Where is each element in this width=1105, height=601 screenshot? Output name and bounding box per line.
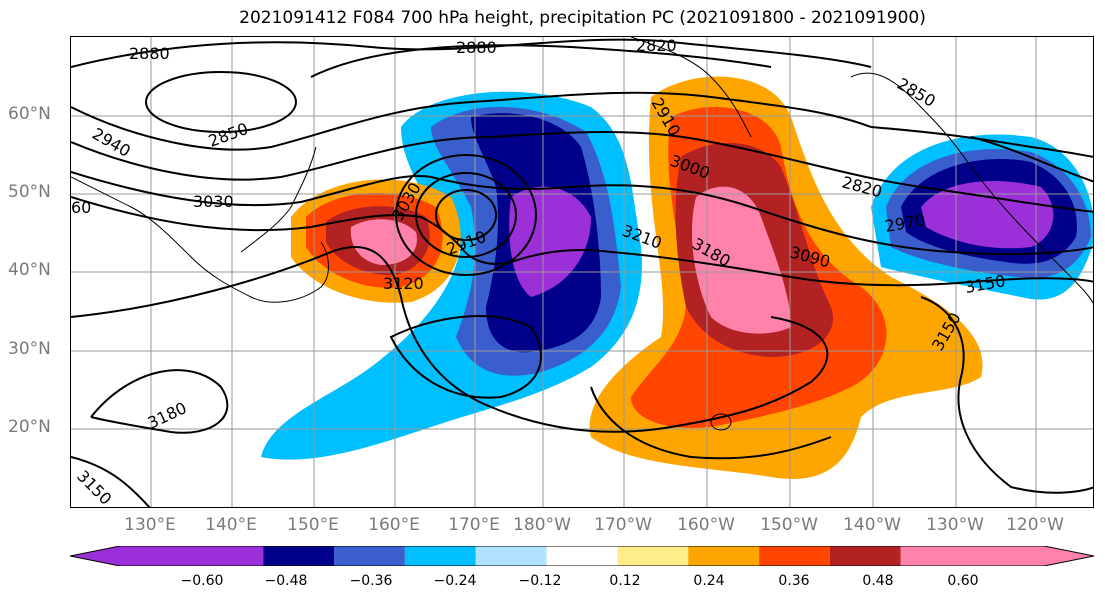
map-svg: 2880 2880 2820 2940 2850 3030 60 3030 29… [71, 37, 1093, 507]
contour-line [71, 131, 1093, 213]
coastlines [71, 37, 1093, 431]
colorbar-segment [617, 546, 689, 566]
contour-line [71, 91, 1093, 158]
longitude-label: 120°W [1006, 515, 1064, 535]
latitude-label: 40°N [8, 260, 51, 280]
coastline-japan [240, 146, 317, 253]
colorbar-tick: −0.60 [180, 573, 224, 589]
map-panel: 2880 2880 2820 2940 2850 3030 60 3030 29… [70, 36, 1094, 508]
contour-line [71, 171, 1093, 256]
contour-line [435, 189, 497, 241]
positive-anomaly-west-core [350, 219, 417, 265]
height-contours [71, 38, 1093, 507]
negative-anomaly-purple [509, 186, 591, 297]
contour-line [970, 136, 1093, 183]
latitude-label: 20°N [8, 417, 51, 437]
colorbar-segment [1044, 546, 1094, 566]
contour-label: 2820 [840, 173, 884, 202]
precipitation-shading [261, 76, 1093, 479]
colorbar-segment [263, 546, 335, 566]
longitude-label: 160°E [368, 515, 420, 535]
negative-anomaly-east-purple [921, 181, 1054, 249]
contour-line [71, 246, 829, 433]
contour-line [389, 315, 542, 399]
colorbar-segment [900, 546, 1044, 566]
coastline-north-america [850, 72, 1093, 304]
colorbar-segment [120, 546, 264, 566]
island-hawaii [710, 413, 732, 431]
longitude-label: 140°E [205, 515, 257, 535]
longitude-label: 150°E [287, 515, 339, 535]
contour-line [145, 71, 297, 133]
contour-label: 2880 [129, 44, 170, 63]
colorbar-tick: −0.36 [349, 573, 393, 589]
longitude-label: 150°W [760, 515, 818, 535]
colorbar-segment [404, 546, 476, 566]
contour-label: 60 [71, 198, 91, 217]
colorbar-segment [759, 546, 830, 566]
contour-label: 2850 [206, 119, 251, 151]
contour-line [590, 386, 832, 460]
contour-label: 3030 [193, 192, 234, 211]
latitude-label: 30°N [8, 339, 51, 359]
colorbar-tick: −0.24 [433, 573, 477, 589]
colorbar-tick: 0.60 [947, 573, 979, 589]
coastline-asia [71, 176, 329, 303]
colorbar-segment [829, 546, 901, 566]
longitude-label: 130°E [124, 515, 176, 535]
latitude-label: 50°N [8, 182, 51, 202]
colorbar-tick: −0.12 [518, 573, 562, 589]
colorbar-tick: −0.48 [264, 573, 308, 589]
longitude-label: 160°W [677, 515, 735, 535]
contour-label: 3120 [383, 274, 424, 293]
colorbar-segment [688, 546, 760, 566]
contour-line [415, 172, 517, 258]
contour-line [71, 456, 151, 507]
coastline-alaska [630, 37, 752, 138]
colorbar-tick: 0.48 [862, 573, 894, 589]
contour-line [71, 196, 1093, 287]
positive-anomaly-central-core [691, 186, 791, 334]
colorbar-tick: 0.36 [778, 573, 810, 589]
colorbar-segment [475, 546, 547, 566]
colorbar-segment [546, 546, 618, 566]
contour-line [90, 369, 229, 434]
colorbar-tick: 0.24 [693, 573, 725, 589]
contour-line [310, 44, 772, 78]
colorbar [70, 546, 1094, 566]
longitude-label: 170°E [448, 515, 500, 535]
longitude-label: 140°W [843, 515, 901, 535]
contour-line [920, 296, 1093, 494]
map-title: 2021091412 F084 700 hPa height, precipit… [239, 8, 926, 28]
latitude-label: 60°N [8, 104, 51, 124]
longitude-label: 180°W [513, 515, 571, 535]
longitude-label: 170°W [594, 515, 652, 535]
map-gridlines [71, 37, 1093, 507]
contour-line [395, 154, 537, 276]
contour-label: 2850 [894, 74, 939, 111]
longitude-label: 130°W [926, 515, 984, 535]
contour-label: 2880 [456, 38, 497, 57]
colorbar-segment [334, 546, 405, 566]
colorbar-tick: 0.12 [609, 573, 641, 589]
colorbar-segment [70, 546, 120, 566]
